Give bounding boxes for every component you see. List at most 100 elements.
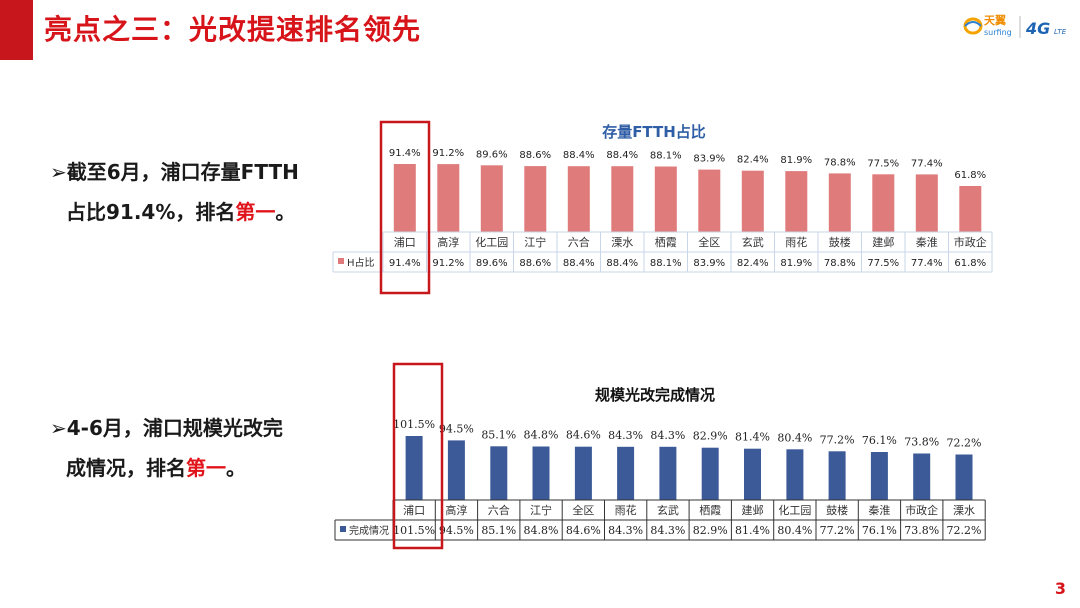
table-value: 101.5%: [393, 524, 435, 537]
bar: [611, 166, 634, 232]
bar-value-label: 83.9%: [693, 154, 725, 165]
category-label: 浦口: [394, 236, 416, 249]
bar: [654, 166, 677, 232]
category-label: 市政企: [905, 503, 938, 517]
category-label: 雨花: [615, 504, 637, 517]
bar: [405, 436, 423, 500]
table-value: 80.4%: [777, 524, 812, 537]
bar-value-label: 77.2%: [820, 433, 855, 446]
bullet-line2: 占比91.4%，排名: [66, 200, 236, 224]
bar: [828, 451, 846, 500]
bar: [828, 173, 851, 232]
bar-value-label: 84.8%: [524, 429, 559, 442]
page-number: 3: [1054, 579, 1066, 598]
table-value: 84.8%: [524, 524, 559, 537]
bar-value-label: 84.3%: [608, 429, 643, 442]
bar-value-label: 61.8%: [954, 170, 986, 181]
bar-value-label: 82.9%: [693, 430, 728, 443]
table-value: 88.4%: [606, 258, 638, 269]
table-value: 88.4%: [563, 258, 595, 269]
table-value: 91.4%: [389, 258, 421, 269]
bullet-line2: 成情况，排名: [66, 456, 186, 480]
category-label: 雨花: [785, 236, 807, 249]
bar-value-label: 80.4%: [777, 431, 812, 444]
slide-title: 亮点之三：光改提速排名领先: [44, 13, 422, 46]
table-value: 91.2%: [432, 258, 464, 269]
category-label: 化工园: [475, 235, 508, 249]
table-value: 94.5%: [439, 524, 474, 537]
category-label: 全区: [572, 503, 594, 517]
bar: [741, 170, 764, 232]
category-label: 全区: [698, 235, 720, 249]
category-label: 六合: [488, 503, 510, 517]
bar-value-label: 73.8%: [904, 436, 939, 449]
table-value: 81.9%: [780, 258, 812, 269]
bar: [870, 452, 888, 500]
category-label: 栖霞: [655, 235, 677, 249]
table-value: 72.2%: [947, 524, 982, 537]
bar-value-label: 84.6%: [566, 429, 601, 442]
bullet-line2-end: 。: [275, 200, 296, 224]
category-label: 江宁: [530, 503, 552, 517]
bar: [785, 171, 808, 232]
bar: [786, 449, 804, 500]
bar-value-label: 84.3%: [650, 429, 685, 442]
category-label: 鼓楼: [826, 503, 848, 517]
bar-value-label: 101.5%: [393, 418, 435, 431]
bar-value-label: 88.6%: [519, 150, 551, 161]
bullet-line1: 4-6月，浦口规模光改完: [66, 416, 283, 440]
bar: [574, 446, 592, 500]
table-value: 78.8%: [824, 258, 856, 269]
highlight-frame: [379, 120, 431, 295]
bar-value-label: 85.1%: [481, 428, 516, 441]
bar-value-label: 89.6%: [476, 149, 508, 160]
bar-value-label: 88.4%: [563, 150, 595, 161]
bar: [913, 453, 931, 500]
bar-value-label: 78.8%: [824, 157, 856, 168]
bar: [955, 454, 973, 500]
category-label: 溧水: [953, 503, 975, 517]
bullet-line2-end: 。: [226, 456, 246, 480]
table-value: 85.1%: [481, 524, 516, 537]
bar-value-label: 91.2%: [432, 148, 464, 159]
table-value: 77.4%: [911, 258, 943, 269]
category-label: 溧水: [611, 235, 633, 249]
table-value: 81.4%: [735, 524, 770, 537]
bar: [532, 446, 550, 500]
bullet-arrow-icon: ➢: [50, 416, 67, 440]
logo-4g-text: 4G: [1025, 19, 1050, 38]
chart-title: 规模光改完成情况: [595, 386, 715, 404]
table-value: 84.3%: [650, 524, 685, 537]
category-label: 六合: [568, 235, 590, 249]
category-label: 建邺: [872, 235, 894, 249]
bar: [524, 166, 547, 232]
bar-value-label: 88.1%: [650, 151, 682, 162]
category-label: 高淳: [437, 235, 459, 249]
category-label: 秦淮: [916, 235, 938, 249]
bar-value-label: 91.4%: [389, 148, 421, 159]
bullet-highlight: 第一: [235, 200, 276, 224]
bar-value-label: 81.4%: [735, 431, 770, 444]
bar-value-label: 77.5%: [867, 158, 899, 169]
category-label: 高淳: [445, 503, 467, 517]
category-label: 建邺: [742, 503, 764, 517]
bar-value-label: 88.4%: [606, 150, 638, 161]
table-value: 76.1%: [862, 524, 897, 537]
logo-lte-text: LTE: [1054, 28, 1067, 36]
bar: [698, 169, 721, 232]
bar: [447, 440, 465, 500]
category-label: 秦淮: [868, 503, 890, 517]
category-label: 江宁: [524, 235, 546, 249]
brand-logo: 天翼 surfing 4G LTE: [962, 12, 1074, 42]
category-label: 玄武: [657, 503, 679, 517]
bullet-arrow-icon: ➢: [50, 160, 67, 184]
bullet-fiber-upgrade: ➢4-6月，浦口规模光改完 成情况，排名第一。: [50, 408, 283, 488]
bar-value-label: 72.2%: [947, 437, 982, 450]
bullet-ftth: ➢截至6月，浦口存量FTTH 占比91.4%，排名第一。: [50, 152, 299, 232]
category-label: 玄武: [742, 235, 764, 249]
title-accent-bar: [0, 0, 33, 60]
chart-title: 存量FTTH占比: [602, 123, 706, 141]
bar: [744, 448, 761, 500]
category-label: 浦口: [403, 504, 425, 517]
